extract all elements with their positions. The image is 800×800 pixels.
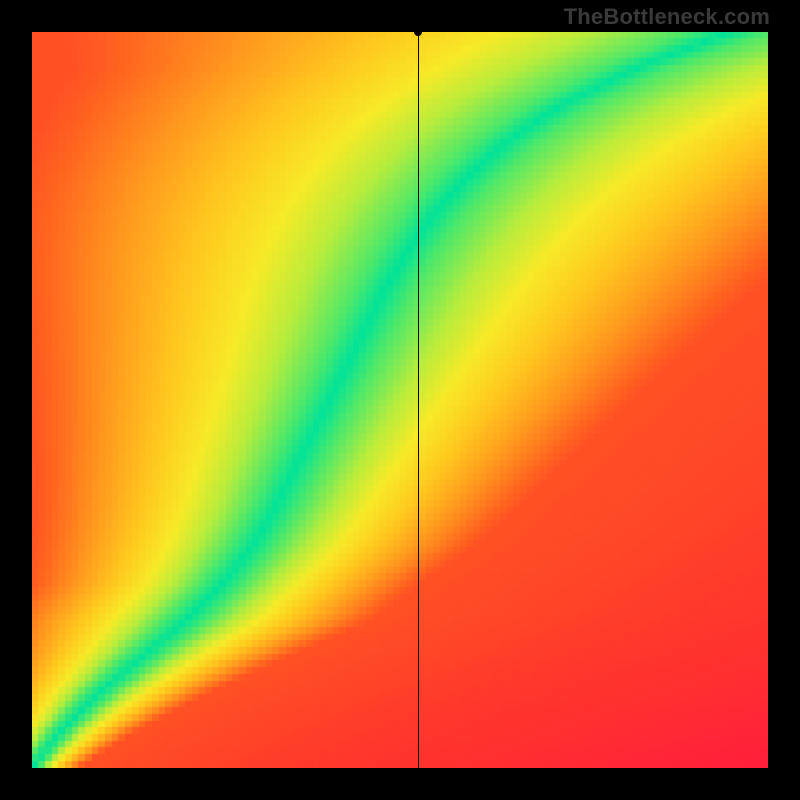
heatmap-container xyxy=(32,32,768,768)
watermark-text: TheBottleneck.com xyxy=(564,4,770,30)
axis-center-line xyxy=(418,32,419,768)
heatmap-canvas xyxy=(32,32,768,768)
